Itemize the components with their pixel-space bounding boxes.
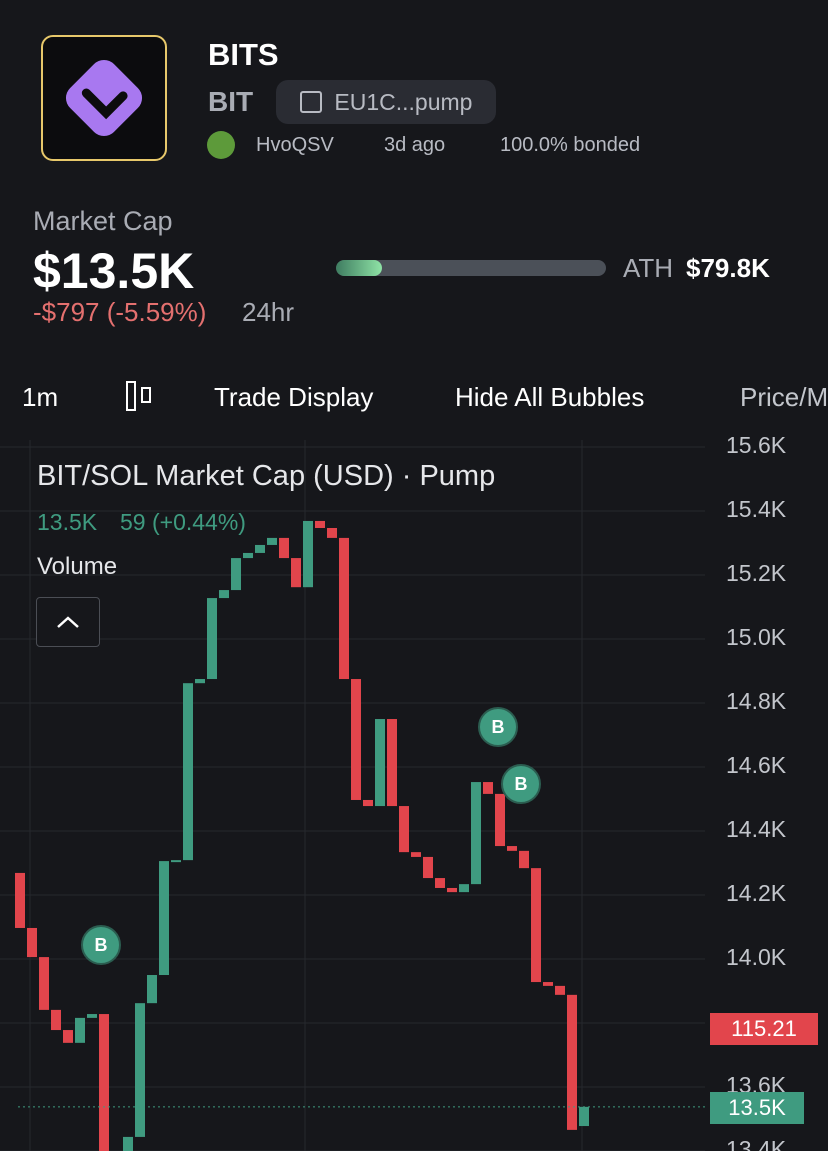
candle <box>447 887 457 893</box>
candle <box>495 793 505 847</box>
candle-icon[interactable] <box>125 378 153 414</box>
candle <box>435 878 445 888</box>
age: 3d ago <box>384 134 446 156</box>
candle <box>531 868 541 983</box>
candle <box>39 957 49 1010</box>
candle <box>303 520 313 588</box>
candle <box>315 520 325 528</box>
candle <box>351 679 361 800</box>
candle <box>387 719 397 807</box>
candle <box>75 1017 85 1043</box>
trade-bubble[interactable]: B <box>501 764 541 804</box>
candle <box>423 856 433 879</box>
candle <box>99 1014 109 1151</box>
y-tick-label: 15.2K <box>726 560 787 586</box>
candle <box>483 782 493 794</box>
candle <box>87 1014 97 1018</box>
candle <box>279 537 289 559</box>
candle <box>135 1003 145 1137</box>
candle <box>579 1106 589 1127</box>
ticker: BIT <box>208 86 254 117</box>
candle <box>27 927 37 958</box>
change: -$797 (-5.59%) <box>33 297 207 327</box>
y-tick-label: 14.6K <box>726 752 787 778</box>
candle <box>339 537 349 680</box>
chart-title: BIT/SOL Market Cap (USD) · Pump <box>37 460 496 492</box>
candle <box>195 679 205 684</box>
candle <box>123 1136 133 1151</box>
candle <box>231 558 241 591</box>
candle <box>567 994 577 1130</box>
trade-bubble[interactable]: B <box>81 925 121 965</box>
y-tick-label: 15.0K <box>726 624 787 650</box>
candle <box>375 719 385 807</box>
price-toggle[interactable]: Price/MC <box>740 382 828 413</box>
candle <box>183 683 193 861</box>
volume-label: Volume <box>37 553 118 580</box>
trade-display[interactable]: Trade Display <box>214 382 374 412</box>
candle <box>519 850 529 869</box>
ath-label: ATH <box>623 253 674 283</box>
ath-progress <box>336 260 382 276</box>
candle <box>327 527 337 538</box>
period: 24hr <box>242 297 295 327</box>
collapse-button[interactable] <box>36 597 100 647</box>
candle <box>159 861 169 976</box>
price-tag: 115.21 <box>710 1013 818 1045</box>
ath-bar <box>336 260 606 276</box>
token-name: BITS <box>208 37 279 72</box>
creator: HvoQSV <box>256 134 334 156</box>
candle <box>171 860 181 863</box>
candle <box>147 975 157 1004</box>
y-tick-label: 14.4K <box>726 816 787 842</box>
candle <box>399 806 409 853</box>
market-cap-label: Market Cap <box>33 206 173 236</box>
candle <box>63 1030 73 1043</box>
avatar <box>207 131 235 159</box>
last-value: 13.5K <box>37 509 98 535</box>
y-tick-label: 14.8K <box>726 688 787 714</box>
candle <box>219 590 229 599</box>
trade-bubble[interactable]: B <box>478 707 518 747</box>
y-tick-label: 14.2K <box>726 880 787 906</box>
contract: EU1C...pump <box>334 89 473 115</box>
ath: $79.8K <box>686 253 770 283</box>
candle <box>555 985 565 995</box>
candle <box>255 544 265 553</box>
y-tick-label: 15.4K <box>726 496 787 522</box>
candle <box>411 852 421 857</box>
y-tick-label: 13.4K <box>726 1136 787 1151</box>
last-change: 59 (+0.44%) <box>120 509 246 535</box>
candle <box>363 799 373 807</box>
timeframe[interactable]: 1m <box>22 382 59 412</box>
y-tick-label: 15.6K <box>726 432 787 458</box>
candle <box>459 884 469 893</box>
candle <box>51 1009 61 1031</box>
price-tag: 13.5K <box>710 1092 804 1124</box>
candle <box>543 982 553 986</box>
contract-button[interactable]: EU1C...pump <box>276 80 496 124</box>
hide-bubbles[interactable]: Hide All Bubbles <box>455 382 645 412</box>
price-label: Price/MC <box>740 382 828 412</box>
logo <box>41 35 167 161</box>
candle <box>243 552 253 559</box>
bonded: 100.0% bonded <box>500 134 641 156</box>
candle <box>207 598 217 680</box>
candle <box>267 537 277 545</box>
y-tick-label: 14.0K <box>726 944 787 970</box>
candle <box>291 558 301 588</box>
candle <box>507 846 517 851</box>
candle <box>471 782 481 885</box>
market-cap: $13.5K <box>33 243 195 299</box>
candle <box>15 872 25 928</box>
